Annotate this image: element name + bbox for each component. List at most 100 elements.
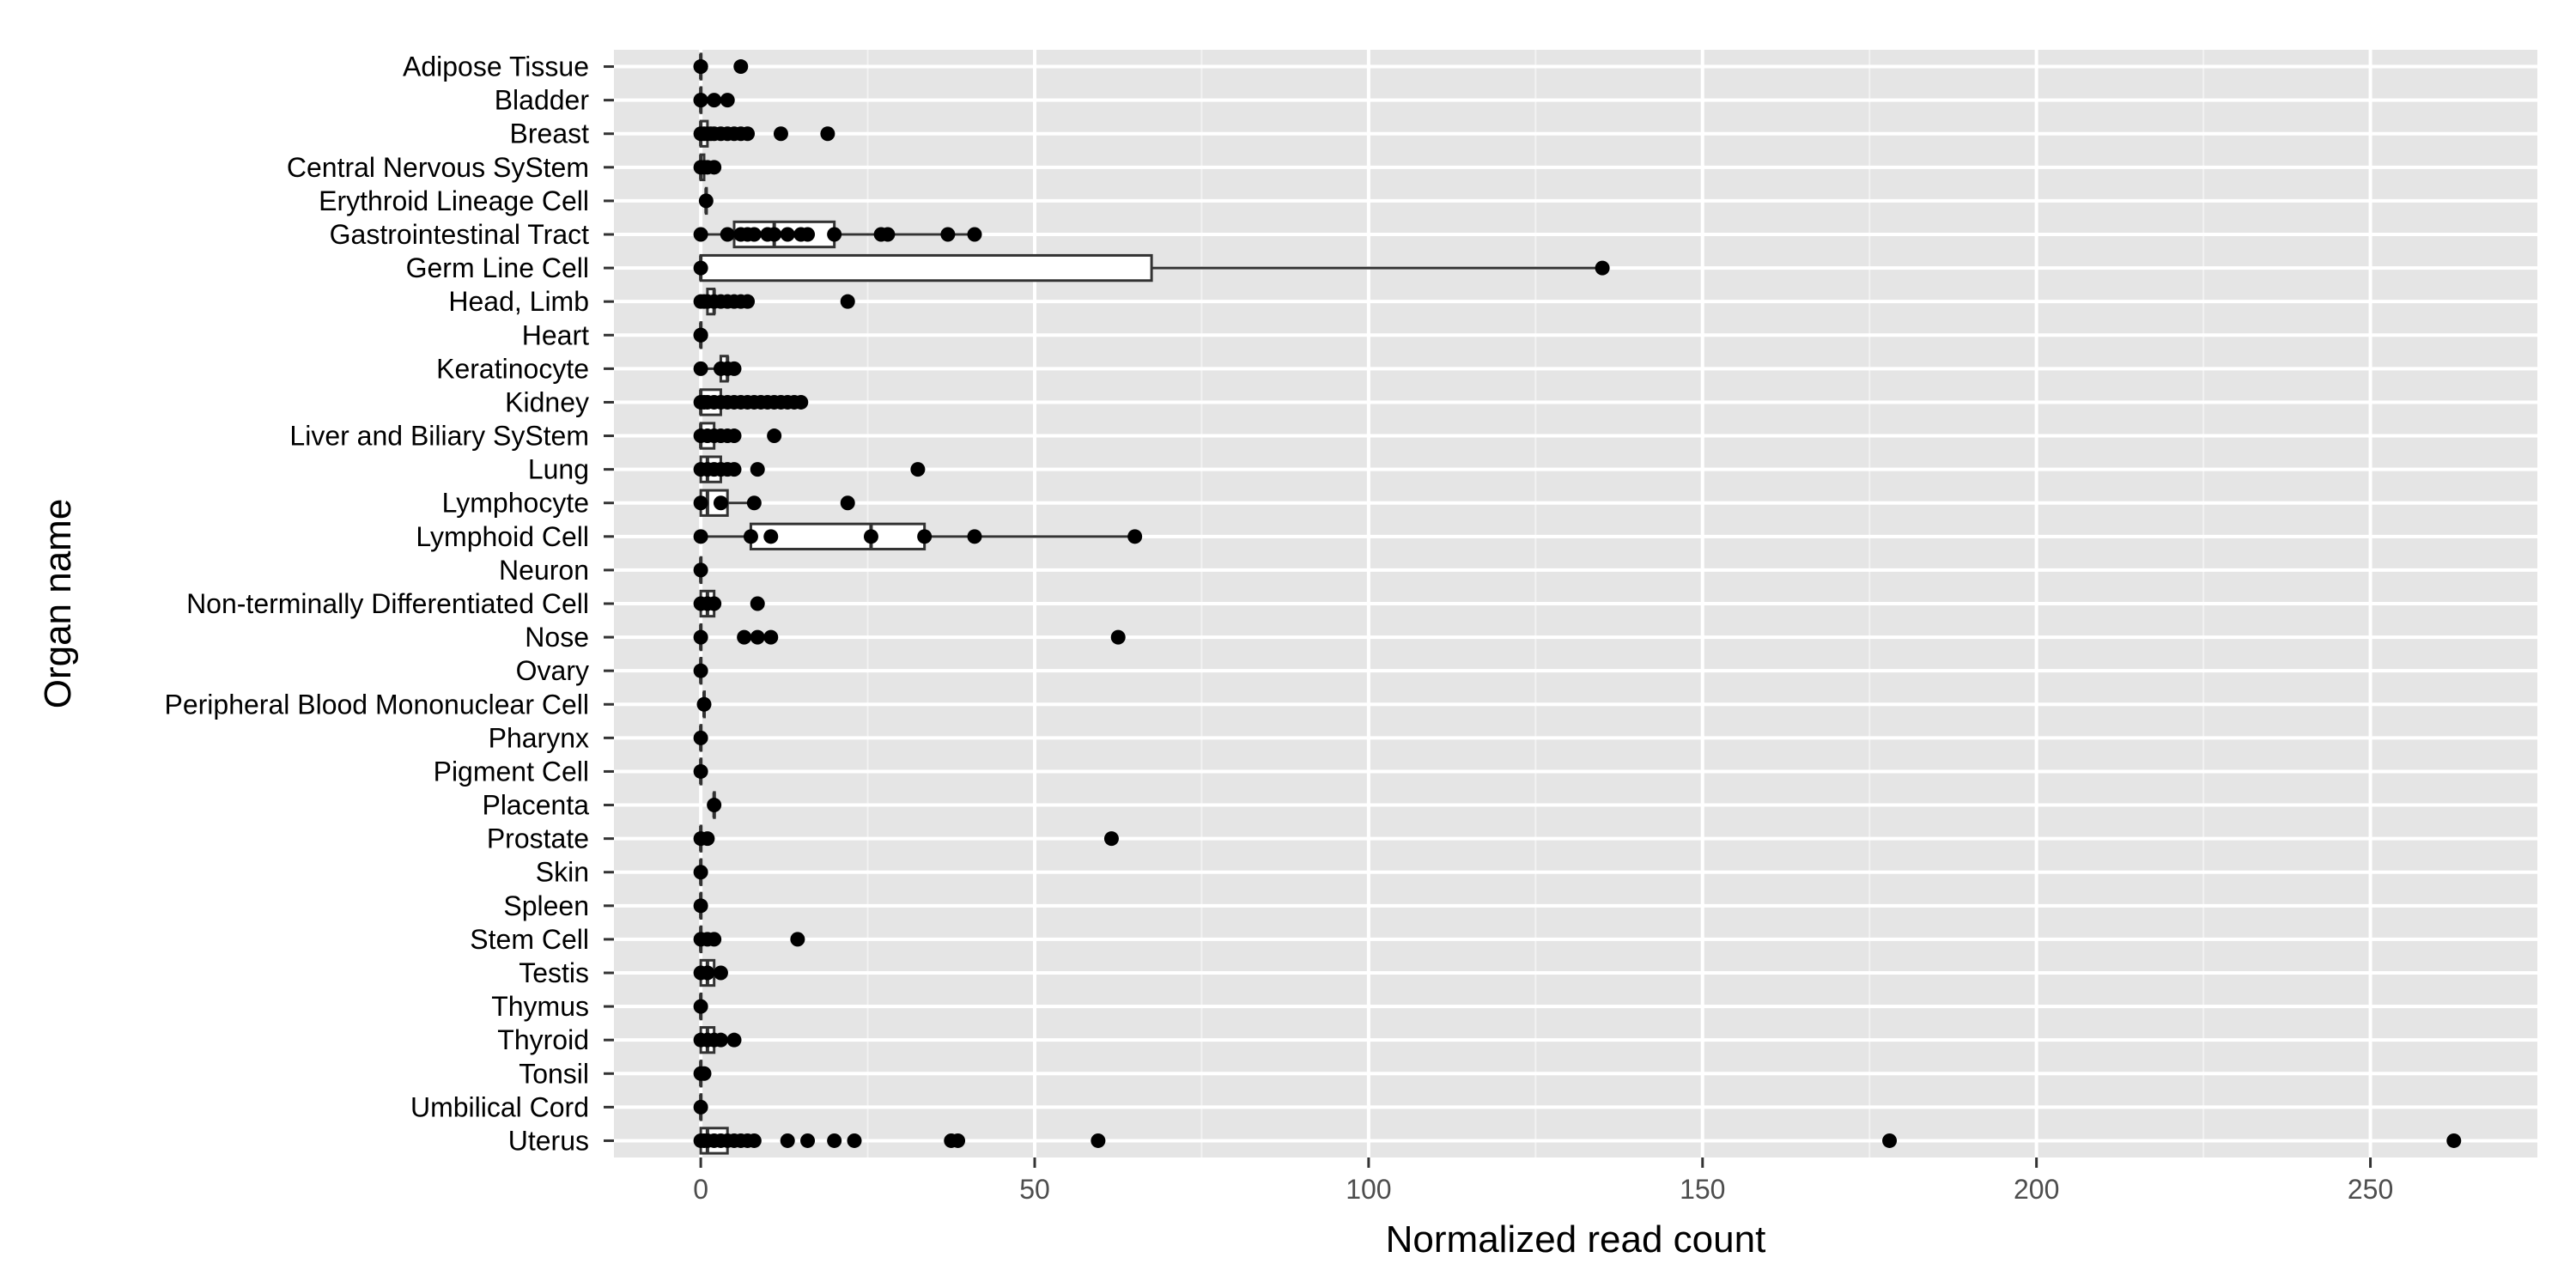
data-point	[693, 495, 708, 511]
data-point	[750, 629, 765, 645]
y-tick-label: Germ Line Cell	[406, 252, 589, 283]
data-point	[793, 394, 809, 410]
data-point	[840, 294, 855, 309]
y-tick-label: Breast	[510, 118, 590, 149]
y-tick-label: Kidney	[505, 386, 589, 417]
y-tick-label: Prostate	[487, 823, 589, 854]
data-point	[2446, 1133, 2462, 1148]
y-tick-label: Non-terminally Differentiated Cell	[186, 588, 589, 619]
y-tick-label: Lung	[528, 454, 589, 485]
data-point	[700, 831, 715, 847]
y-tick-label: Uterus	[508, 1125, 589, 1156]
data-point	[693, 1099, 708, 1115]
data-point	[750, 596, 765, 611]
data-point	[693, 663, 708, 678]
data-point	[767, 428, 782, 444]
x-tick-label: 250	[2348, 1174, 2393, 1205]
data-point	[863, 529, 878, 544]
data-point	[790, 932, 805, 947]
y-tick-label: Adipose Tissue	[403, 52, 589, 82]
y-tick-label: Head, Limb	[448, 286, 589, 317]
data-point	[800, 1133, 816, 1148]
data-point	[847, 1133, 862, 1148]
x-tick-label: 200	[2014, 1174, 2059, 1205]
data-point	[967, 227, 982, 242]
data-point	[763, 629, 779, 645]
y-tick-label: Peripheral Blood Mononuclear Cell	[165, 689, 590, 720]
data-point	[693, 898, 708, 914]
y-tick-label: Nose	[525, 622, 589, 653]
data-point	[746, 227, 762, 242]
y-tick-label: Pharynx	[489, 722, 589, 753]
y-tick-label: Testis	[519, 957, 589, 988]
data-point	[1091, 1133, 1106, 1148]
data-point	[740, 126, 756, 142]
data-point	[780, 227, 795, 242]
y-tick-label: Tonsil	[519, 1058, 589, 1089]
x-axis-title: Normalized read count	[1386, 1218, 1766, 1261]
data-point	[773, 126, 788, 142]
y-tick-label: Skin	[536, 857, 589, 888]
data-point	[767, 227, 782, 242]
box-iqr	[699, 253, 1153, 283]
y-tick-label: Heart	[522, 319, 589, 350]
data-point	[1882, 1133, 1898, 1148]
data-point	[733, 59, 749, 75]
data-point	[696, 1066, 712, 1081]
data-point	[693, 629, 708, 645]
data-point	[951, 1133, 966, 1148]
y-tick-label: Gastrointestinal Tract	[330, 219, 589, 250]
data-point	[740, 294, 756, 309]
data-point	[726, 462, 742, 477]
data-point	[707, 932, 722, 947]
data-point	[967, 529, 982, 544]
data-point	[693, 59, 708, 75]
data-point	[1103, 831, 1119, 847]
data-point	[693, 999, 708, 1014]
y-tick-label: Lymphoid Cell	[416, 521, 589, 552]
data-point	[827, 227, 842, 242]
data-point	[693, 730, 708, 745]
y-tick-label: Umbilical Cord	[410, 1091, 589, 1122]
y-tick-label: Bladder	[495, 85, 590, 116]
x-tick-label: 50	[1019, 1174, 1050, 1205]
data-point	[780, 1133, 795, 1148]
data-point	[880, 227, 896, 242]
data-point	[698, 193, 714, 209]
data-point	[693, 529, 708, 544]
data-point	[693, 361, 708, 376]
data-point	[1110, 629, 1126, 645]
y-tick-label: Neuron	[499, 555, 589, 586]
y-tick-label: Lymphocyte	[442, 488, 589, 519]
x-tick-label: 100	[1346, 1174, 1391, 1205]
data-point	[693, 865, 708, 880]
data-point	[840, 495, 855, 511]
data-point	[940, 227, 956, 242]
data-point	[746, 1133, 762, 1148]
data-point	[696, 696, 712, 712]
data-point	[707, 93, 722, 108]
y-tick-label: Thyroid	[497, 1024, 589, 1055]
data-point	[693, 93, 708, 108]
y-tick-label: Stem Cell	[470, 924, 589, 955]
data-point	[700, 965, 715, 981]
data-point	[820, 126, 835, 142]
data-point	[763, 529, 779, 544]
data-point	[1595, 260, 1610, 276]
data-point	[827, 1133, 842, 1148]
y-tick-label: Ovary	[516, 655, 589, 686]
data-point	[1127, 529, 1143, 544]
data-point	[693, 562, 708, 578]
data-point	[750, 462, 765, 477]
y-tick-label: Liver and Biliary SyStem	[289, 421, 589, 452]
data-point	[693, 763, 708, 779]
data-point	[746, 495, 762, 511]
y-axis-title: Organ name	[37, 499, 79, 709]
x-tick-label: 0	[693, 1174, 708, 1205]
y-tick-label: Spleen	[503, 890, 589, 921]
data-point	[693, 327, 708, 343]
data-point	[726, 428, 742, 444]
y-tick-label: Thymus	[491, 991, 589, 1022]
